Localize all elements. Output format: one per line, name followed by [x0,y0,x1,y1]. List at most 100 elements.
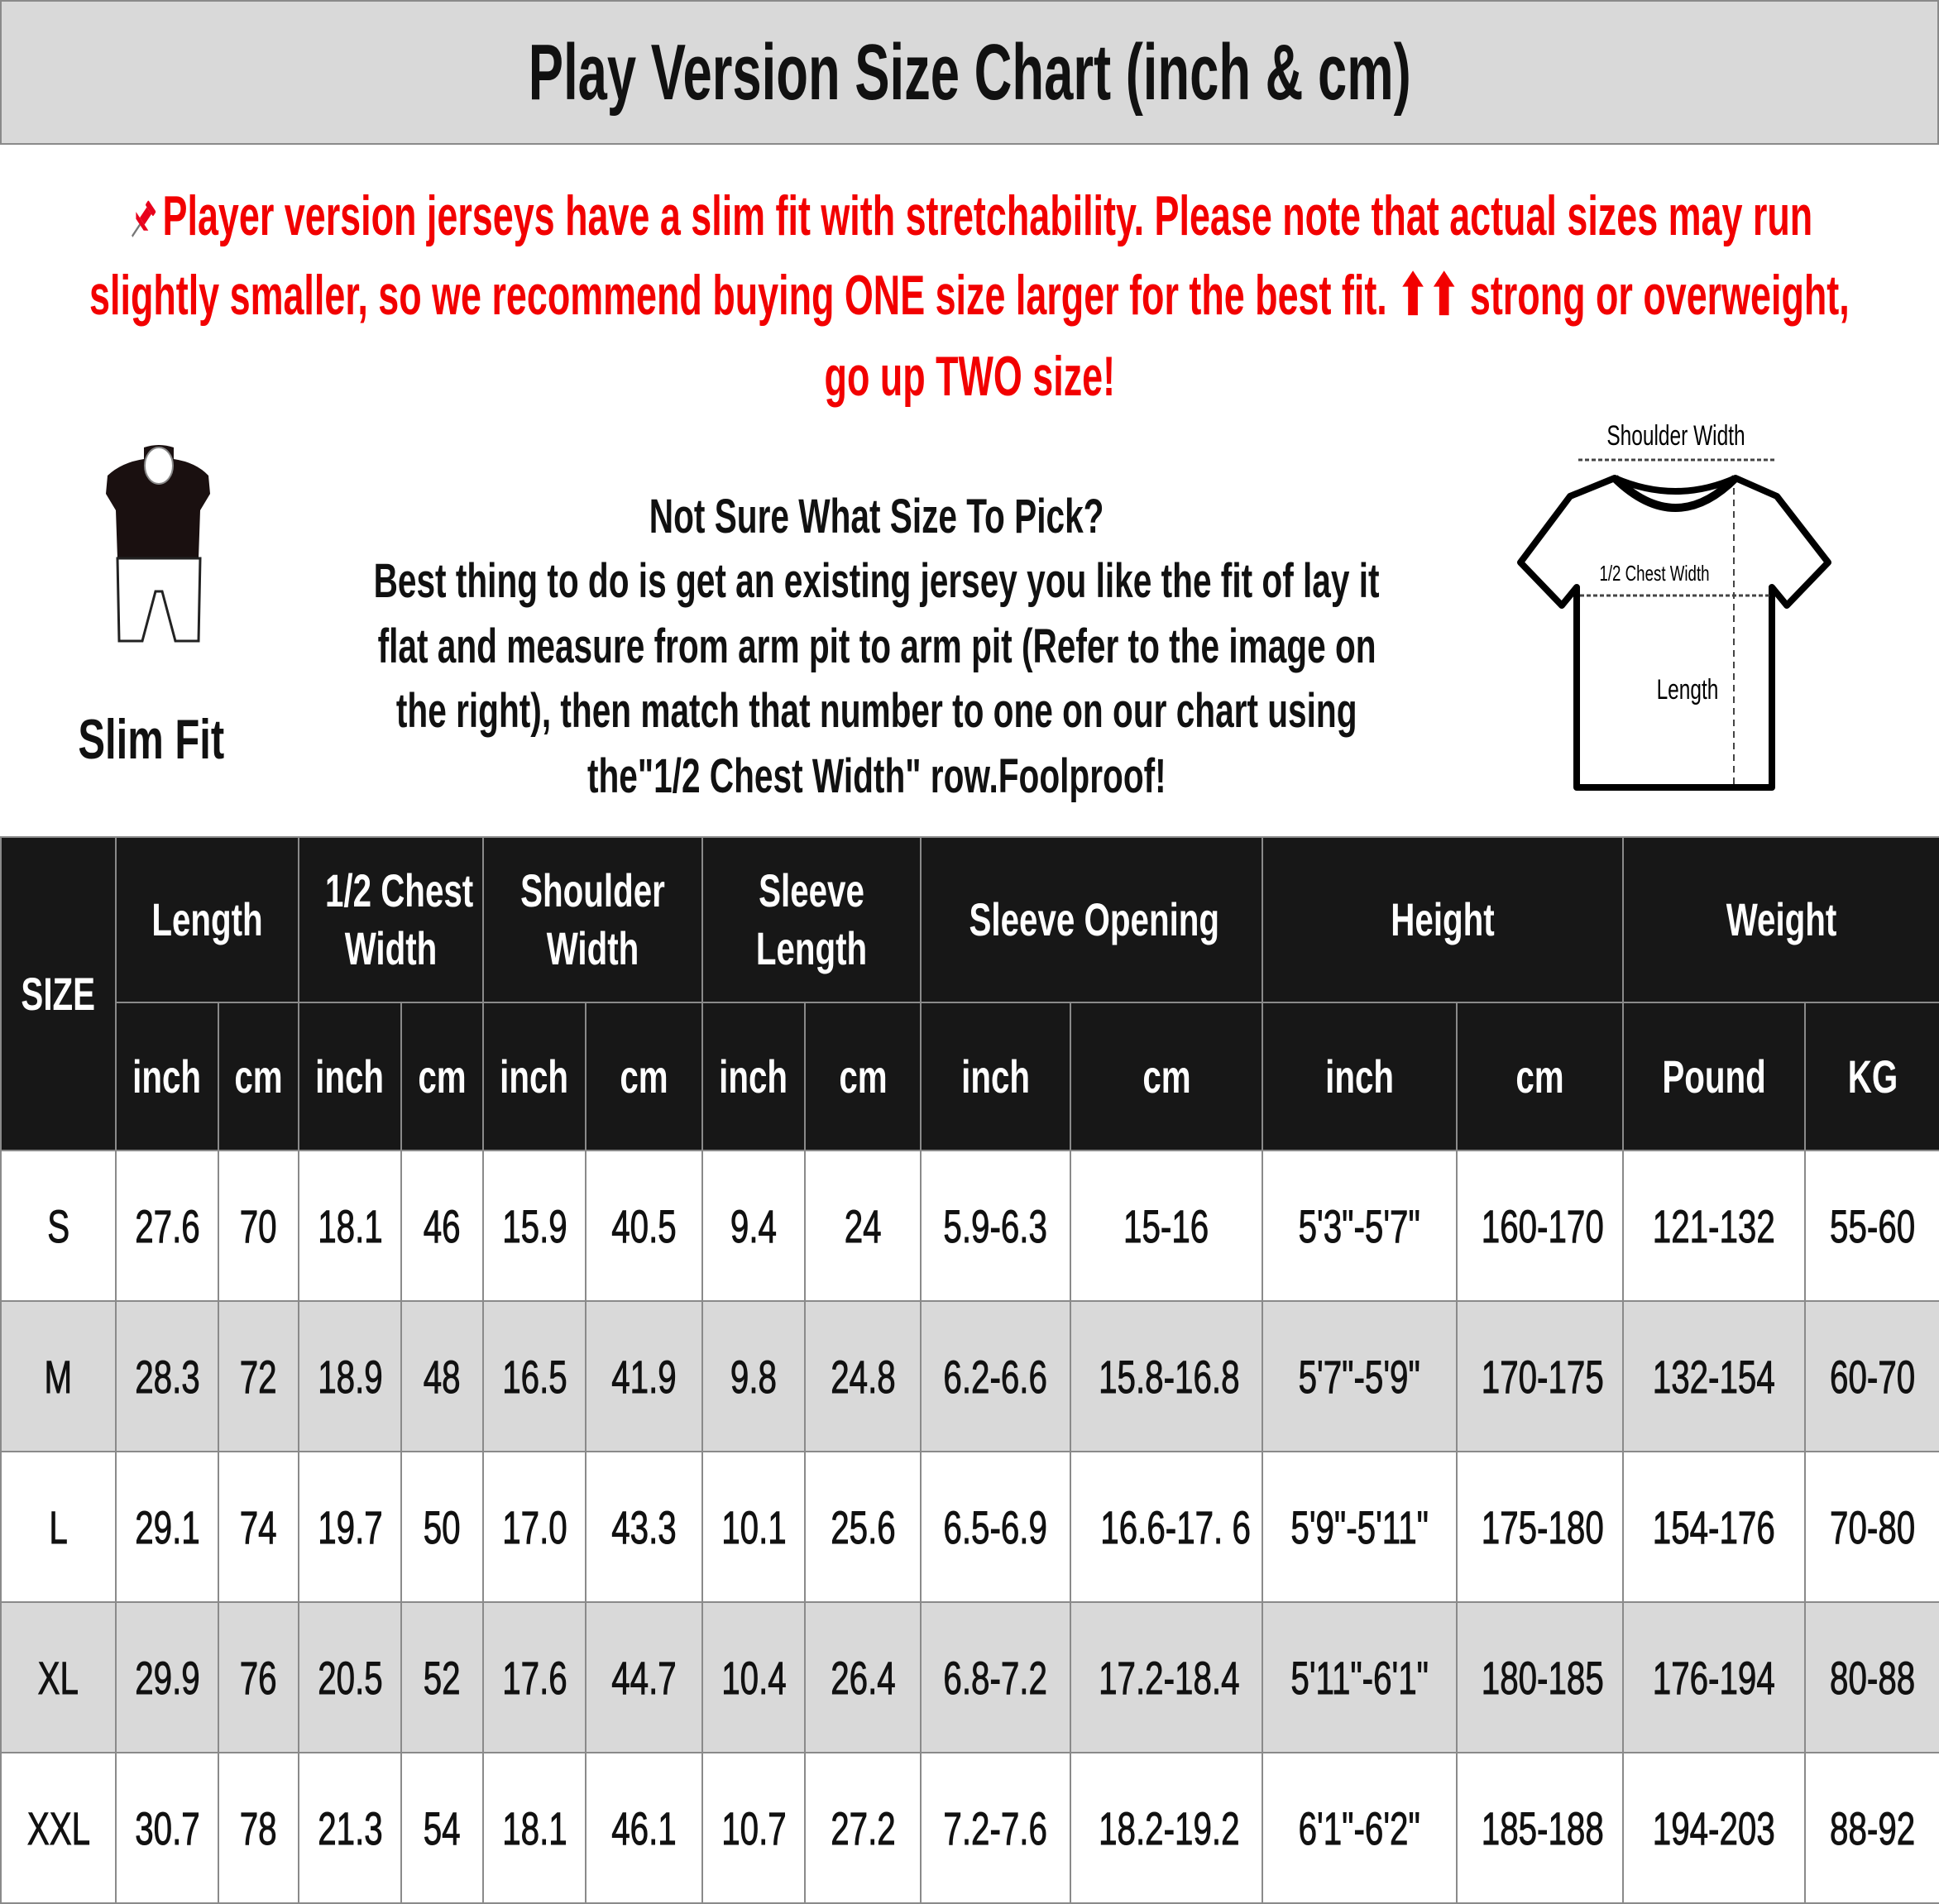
value-cell: 10.4 [701,1601,806,1753]
table-row: L 29.1 74 19.7 50 17.0 43.3 10.1 25.6 6.5-6.9 16.6… [0,1451,1939,1603]
column-group-header: Weight [1622,836,1939,1003]
unit-label: cm [838,1050,888,1103]
cell-text: 24.8 [830,1350,896,1403]
unit-label: cm [418,1050,467,1103]
cell-text: 121-132 [1653,1199,1776,1252]
value-cell: 50 [400,1451,484,1603]
unit-header: cm [400,1002,484,1151]
cell-text: S [47,1199,70,1252]
value-cell: 154-176 [1622,1451,1807,1603]
cell-text: 18.1 [317,1199,383,1252]
value-cell: 54 [400,1752,484,1904]
cell-text: 78 [240,1801,278,1854]
column-group-header: Sleeve Length [701,836,922,1003]
size-advice: Not Sure What Size To Pick? Best thing t… [265,484,1489,809]
unit-row: inch cm inch cm inch cm inch cm inch cm inch cm Poun… [1,1002,1939,1151]
value-cell: 9.4 [701,1150,806,1302]
value-cell: 48 [400,1300,484,1452]
cell-text: 9.8 [730,1350,778,1403]
unit-header: cm [1069,1002,1264,1151]
cell-text: 28.3 [134,1350,200,1403]
value-cell: 10.7 [701,1752,806,1904]
size-cell: XL [0,1601,117,1753]
cell-text: 5'9"-5'11" [1290,1500,1429,1553]
value-cell: 6.2-6.6 [920,1300,1071,1452]
unit-header: inch [701,1002,806,1151]
cell-text: 175-180 [1481,1500,1604,1553]
cell-text: 5.9-6.3 [943,1199,1048,1252]
value-cell: 185-188 [1456,1752,1625,1904]
value-cell: 5'3"-5'7" [1262,1150,1458,1302]
column-group-header: Length [115,836,299,1003]
unit-label: inch [961,1050,1030,1103]
unit-header: cm [218,1002,299,1151]
cell-text: 74 [240,1500,278,1553]
advice-line: Best thing to do is get an existing jers… [374,554,1380,609]
unit-label: cm [1142,1050,1191,1103]
cell-text: 194-203 [1653,1801,1776,1854]
cell-text: 25.6 [830,1500,896,1553]
cell-text: 88-92 [1829,1801,1916,1854]
value-cell: 88-92 [1804,1752,1939,1904]
cell-text: 54 [424,1801,462,1854]
value-cell: 43.3 [585,1451,703,1603]
table-row: XL 29.9 76 20.5 52 17.6 44.7 10.4 26.4 6.8-7.2 17.… [0,1601,1939,1753]
value-cell: 44.7 [585,1601,703,1753]
note-line: slightly smaller, so we recommend buying… [0,256,1939,336]
size-cell: L [0,1451,117,1603]
advice-heading: Not Sure What Size To Pick? [649,489,1104,543]
value-cell: 52 [400,1601,484,1753]
cell-text: 132-154 [1653,1350,1776,1403]
cell-text: 30.7 [134,1801,200,1854]
unit-label: KG [1847,1050,1898,1103]
cell-text: 27.2 [830,1801,896,1854]
value-cell: 5'9"-5'11" [1262,1451,1458,1603]
cell-text: 15-16 [1123,1199,1209,1252]
cell-text: 154-176 [1653,1500,1776,1553]
value-cell: 10.1 [701,1451,806,1603]
cell-text: 5'7"-5'9" [1298,1350,1421,1403]
value-cell: 72 [218,1300,299,1452]
note-line: go up TWO size! [0,336,1939,416]
value-cell: 18.1 [482,1752,586,1904]
value-cell: 15.8-16.8 [1069,1300,1264,1452]
group-label: Width [344,922,438,974]
unit-label: Pound [1662,1050,1766,1103]
cell-text: 9.4 [730,1199,778,1252]
measurement-diagram: Shoulder Width 1/2 Chest Width Length [1517,420,1831,791]
value-cell: 29.9 [115,1601,219,1753]
unit-header: cm [1456,1002,1625,1151]
unit-header: inch [115,1002,219,1151]
cell-text: 76 [240,1651,278,1704]
value-cell: 80-88 [1804,1601,1939,1753]
cell-text: 70 [240,1199,278,1252]
cell-text: 29.1 [134,1500,200,1553]
column-group-header: Shoulder Width [482,836,703,1003]
unit-label: inch [1325,1050,1394,1103]
cell-text: 50 [424,1500,462,1553]
unit-label: inch [719,1050,788,1103]
group-label: 1/2 Chest [324,864,474,916]
column-group-header: 1/2 Chest Width [298,836,484,1003]
value-cell: 70-80 [1804,1451,1939,1603]
size-header: SIZE [0,836,117,1151]
unit-header: inch [1262,1002,1458,1151]
cell-text: 15.8-16.8 [1099,1350,1240,1403]
advice-line: the right), then match that number to on… [396,684,1357,739]
value-cell: 24 [804,1150,922,1302]
unit-label: inch [132,1050,202,1103]
table-row: S 27.6 70 18.1 46 15.9 40.5 9.4 24 5.9-6.3 15-16 5'… [0,1150,1939,1302]
unit-label: inch [315,1050,385,1103]
note-text: go up TWO size! [824,344,1115,408]
value-cell: 60-70 [1804,1300,1939,1452]
size-cell: M [0,1300,117,1452]
value-cell: 132-154 [1622,1300,1807,1452]
value-cell: 24.8 [804,1300,922,1452]
cell-text: 55-60 [1829,1199,1916,1252]
cell-text: 41.9 [611,1350,677,1403]
pushpin-icon [131,200,156,237]
cell-text: 6.5-6.9 [943,1500,1048,1553]
cell-text: 5'11"-6'1" [1290,1651,1429,1704]
cell-text: 176-194 [1653,1651,1776,1704]
cell-text: M [44,1350,73,1403]
